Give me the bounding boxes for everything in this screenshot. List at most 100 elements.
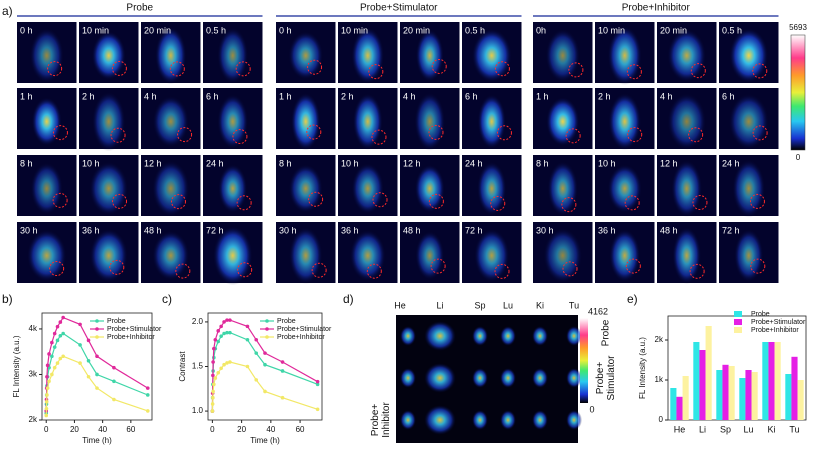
colorbar-max: 5693	[789, 23, 807, 32]
organ-label: Tu	[569, 300, 579, 310]
time-label: 20 min	[144, 25, 171, 35]
tumor-marker	[112, 193, 128, 209]
data-point	[145, 409, 150, 413]
x-tick-label: 0	[210, 425, 215, 434]
tumor-marker	[49, 261, 65, 277]
time-label: 36 h	[341, 225, 359, 235]
data-point	[112, 365, 116, 370]
body-signal	[667, 93, 707, 150]
body-signal	[608, 93, 642, 151]
y-tick-label: 2k	[655, 335, 664, 344]
bar	[670, 388, 677, 420]
time-label: 12 h	[403, 158, 421, 168]
data-point	[45, 363, 50, 368]
time-label: 10 min	[82, 25, 109, 35]
tumor-marker	[235, 61, 251, 77]
body-signal	[471, 28, 512, 83]
data-point	[216, 329, 221, 333]
legend-label: Probe+Inhibitor	[107, 334, 155, 341]
legend-label: Probe+Inhibitor	[751, 327, 799, 334]
tumor-marker	[431, 58, 447, 74]
body-signal	[543, 228, 583, 283]
organ-label: Sp	[474, 300, 485, 310]
y-tick-label: 2k	[29, 415, 38, 424]
time-label: 8 h	[20, 158, 33, 168]
time-label: 12 h	[660, 158, 678, 168]
tumor-marker	[428, 193, 444, 209]
data-point	[61, 354, 65, 359]
data-point	[95, 354, 99, 359]
row-label: Probe+	[370, 404, 381, 437]
time-label: 10 min	[341, 25, 368, 35]
data-point	[225, 330, 229, 335]
time-label: 36 h	[82, 225, 100, 235]
tumor-marker	[562, 261, 578, 277]
organ-label: Lu	[503, 300, 513, 310]
bar	[762, 342, 769, 420]
body-signal	[288, 31, 324, 80]
y-tick-label: 0	[659, 415, 664, 424]
time-label: 72 h	[206, 225, 224, 235]
body-signal	[218, 164, 248, 213]
time-label: 20 min	[403, 25, 430, 35]
legend-marker	[265, 327, 269, 331]
data-point	[222, 320, 226, 324]
body-signal	[607, 26, 642, 85]
series-line	[211, 361, 318, 412]
tumor-marker	[111, 60, 127, 76]
body-signal	[92, 91, 126, 152]
data-point	[228, 330, 232, 335]
data-point	[45, 393, 49, 397]
data-point	[216, 339, 221, 344]
time-label: 1 h	[536, 91, 549, 101]
legend-swatch	[734, 311, 742, 317]
colorbar	[580, 318, 588, 403]
x-tick-label: Lu	[743, 424, 753, 434]
time-label: 10 h	[341, 158, 359, 168]
panel-label: d)	[343, 292, 354, 306]
tumor-marker	[308, 191, 324, 207]
tumor-marker	[496, 125, 512, 141]
data-point	[44, 406, 49, 411]
tumor-marker	[368, 64, 384, 80]
bar	[739, 378, 746, 420]
tumor-marker	[232, 129, 248, 145]
y-tick-label: 1.0	[192, 406, 204, 415]
time-label: 10 h	[598, 158, 616, 168]
data-point	[86, 374, 91, 379]
data-point	[55, 324, 60, 329]
data-point	[315, 379, 320, 384]
data-point	[212, 346, 216, 351]
data-point	[315, 407, 320, 412]
tumor-marker	[494, 263, 510, 279]
time-label: 1 h	[279, 91, 292, 101]
time-label: 0.5 h	[722, 25, 742, 35]
tumor-marker	[752, 125, 768, 141]
data-point	[112, 397, 116, 402]
body-signal	[728, 93, 769, 150]
body-signal	[349, 229, 386, 282]
body-signal	[351, 27, 385, 84]
data-point	[211, 373, 215, 378]
y-axis-label: FL Intensity (a.u.)	[12, 335, 21, 397]
body-signal	[609, 229, 641, 282]
bar	[797, 380, 804, 420]
panel-label: e)	[627, 292, 638, 306]
data-point	[228, 318, 232, 322]
panel-label: b)	[2, 292, 13, 306]
organ-signal	[532, 326, 548, 346]
x-tick-label: 0	[44, 425, 49, 434]
legend-marker	[95, 319, 99, 323]
body-signal	[152, 95, 189, 148]
x-tick-label: 20	[237, 425, 246, 434]
series-line	[211, 319, 318, 412]
data-point	[245, 337, 250, 342]
organ-signal	[472, 368, 488, 388]
body-signal	[152, 160, 190, 217]
body-signal	[415, 29, 444, 82]
organ-signal	[400, 368, 416, 388]
data-point	[95, 372, 99, 377]
body-signal	[546, 97, 580, 147]
data-point	[280, 395, 285, 400]
body-signal	[734, 229, 764, 282]
